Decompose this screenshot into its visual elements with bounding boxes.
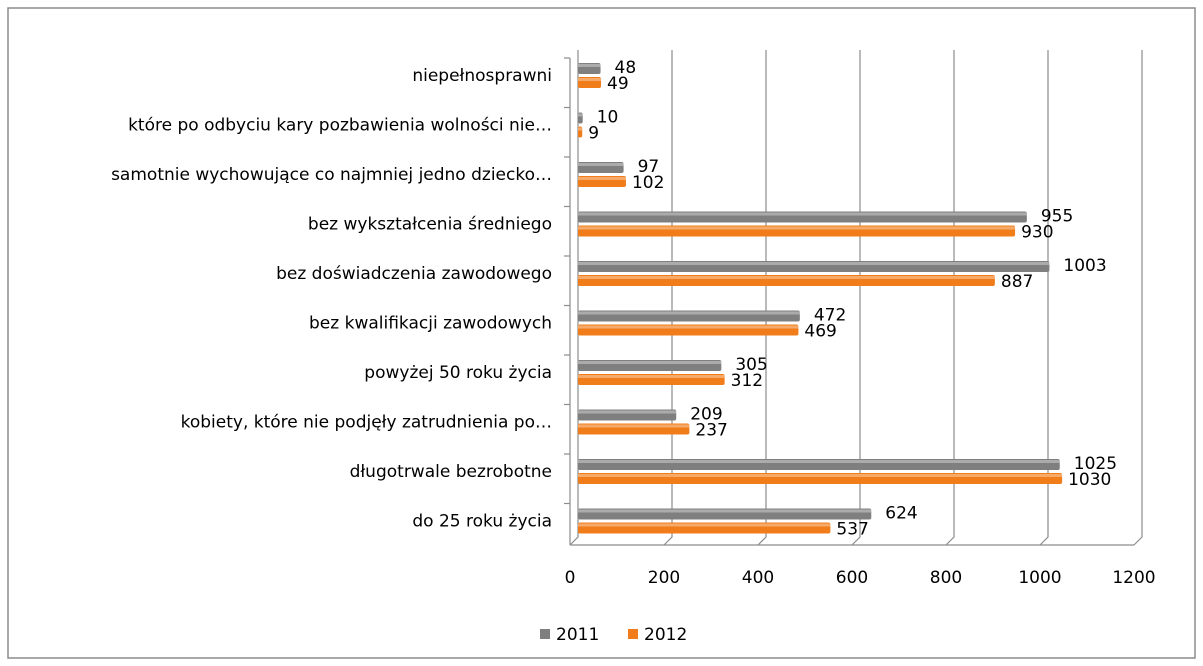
y-tick-label: długotrwale bezrobotne — [350, 462, 552, 482]
bar-highlight — [578, 424, 690, 428]
bar — [578, 63, 601, 74]
bar-highlight — [578, 523, 831, 527]
x-tick-label: 600 — [836, 568, 868, 588]
bar — [578, 409, 677, 421]
value-label: 48 — [615, 58, 637, 78]
grid-line — [569, 50, 579, 546]
value-label: 97 — [638, 157, 660, 177]
y-tick-label: kobiety, które nie podjęły zatrudnienia … — [181, 413, 552, 433]
bar — [578, 508, 872, 520]
value-label: 537 — [836, 520, 868, 540]
x-tick-label: 800 — [930, 568, 962, 588]
y-tick-label: bez kwalifikacji zawodowych — [309, 314, 552, 334]
bar — [578, 473, 1063, 484]
value-label: 49 — [607, 74, 629, 94]
value-label: 624 — [885, 504, 917, 524]
bar — [578, 112, 583, 124]
bar — [578, 310, 800, 322]
bar-highlight — [578, 64, 601, 67]
bar-highlight — [578, 509, 872, 513]
bar-highlight — [578, 276, 995, 279]
legend-swatch — [628, 629, 638, 639]
bar — [578, 459, 1060, 470]
bar-highlight — [578, 78, 602, 81]
value-label: 102 — [632, 173, 664, 193]
value-label: 305 — [735, 355, 767, 375]
value-label: 10 — [597, 108, 619, 128]
x-tick-label: 1000 — [1018, 568, 1061, 588]
x-tick-label: 200 — [648, 568, 680, 588]
value-label: 472 — [814, 306, 846, 326]
grid-line — [1133, 50, 1143, 546]
legend-swatch — [540, 629, 550, 639]
y-tick-label: bez doświadczenia zawodowego — [276, 264, 552, 284]
bar-highlight — [578, 127, 583, 131]
bar-highlight — [578, 163, 624, 166]
bar — [578, 522, 831, 534]
bar-highlight — [578, 226, 1016, 230]
bar — [578, 77, 602, 88]
bar-highlight — [578, 212, 1027, 216]
bar — [578, 211, 1027, 223]
value-label: 887 — [1001, 272, 1033, 292]
bar — [578, 162, 624, 173]
bar-highlight — [578, 375, 725, 378]
bar — [578, 225, 1016, 237]
bar — [578, 261, 1050, 272]
bar — [578, 423, 690, 435]
value-label: 1030 — [1068, 470, 1111, 490]
bar — [578, 126, 583, 138]
x-tick-label: 0 — [565, 568, 576, 588]
bar-highlight — [578, 460, 1060, 463]
value-label: 312 — [731, 371, 763, 391]
bar-highlight — [578, 262, 1050, 265]
legend-label: 2011 — [556, 625, 599, 645]
bar-highlight — [578, 311, 800, 315]
bar-highlight — [578, 361, 722, 364]
y-tick-label: powyżej 50 roku życia — [364, 363, 552, 383]
bar — [578, 275, 995, 286]
bar — [578, 360, 722, 371]
y-tick-label: niepełnosprawni — [412, 66, 552, 86]
y-tick-label: które po odbyciu kary pozbawienia wolnoś… — [128, 116, 552, 136]
bar — [578, 176, 626, 187]
value-label: 469 — [804, 322, 836, 342]
value-label: 955 — [1041, 207, 1073, 227]
x-tick-label: 1200 — [1112, 568, 1155, 588]
value-label: 1003 — [1063, 256, 1106, 276]
value-label: 1025 — [1074, 454, 1117, 474]
value-label: 237 — [695, 421, 727, 441]
bar-highlight — [578, 410, 677, 414]
bar-highlight — [578, 177, 626, 180]
y-tick-label: bez wykształcenia średniego — [308, 215, 552, 235]
value-label: 209 — [690, 405, 722, 425]
bar-highlight — [578, 325, 799, 329]
y-tick-label: do 25 roku życia — [412, 512, 552, 532]
bar-highlight — [578, 113, 583, 117]
x-tick-label: 400 — [742, 568, 774, 588]
value-label: 9 — [588, 124, 599, 144]
grid-line — [1039, 50, 1049, 546]
bar — [578, 374, 725, 385]
y-tick-label: samotnie wychowujące co najmniej jedno d… — [111, 165, 552, 185]
value-label: 930 — [1021, 223, 1053, 243]
legend-label: 2012 — [644, 625, 687, 645]
bar — [578, 324, 799, 336]
bar-highlight — [578, 474, 1063, 477]
